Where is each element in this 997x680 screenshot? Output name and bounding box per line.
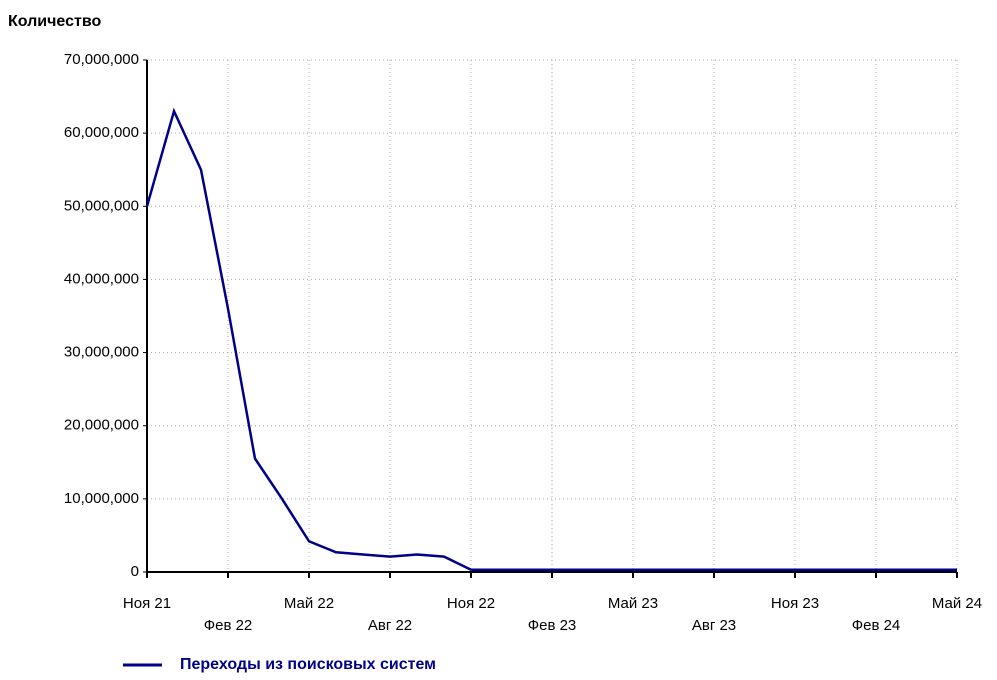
x-tick-label: Авг 23 <box>692 617 736 634</box>
y-tick-label: 20,000,000 <box>64 417 139 434</box>
x-tick-label: Май 22 <box>284 595 334 612</box>
x-tick-label: Ноя 21 <box>123 595 171 612</box>
y-tick-label: 0 <box>131 563 139 580</box>
x-tick-label: Авг 22 <box>368 617 412 634</box>
y-axis-label: Количество <box>8 13 101 30</box>
y-tick-label: 70,000,000 <box>64 51 139 68</box>
y-tick-label: 50,000,000 <box>64 197 139 214</box>
x-tick-label: Май 24 <box>932 595 982 612</box>
y-tick-label: 40,000,000 <box>64 270 139 287</box>
x-tick-label: Фев 22 <box>204 617 253 634</box>
x-tick-label: Ноя 23 <box>771 595 819 612</box>
x-tick-label: Фев 23 <box>528 617 577 634</box>
legend-label: Переходы из поисковых систем <box>180 656 436 673</box>
x-tick-label: Ноя 22 <box>447 595 495 612</box>
x-tick-label: Фев 24 <box>852 617 901 634</box>
y-tick-label: 60,000,000 <box>64 124 139 141</box>
y-tick-label: 30,000,000 <box>64 344 139 361</box>
y-tick-label: 10,000,000 <box>64 490 139 507</box>
x-tick-label: Май 23 <box>608 595 658 612</box>
line <box>145 107 957 572</box>
